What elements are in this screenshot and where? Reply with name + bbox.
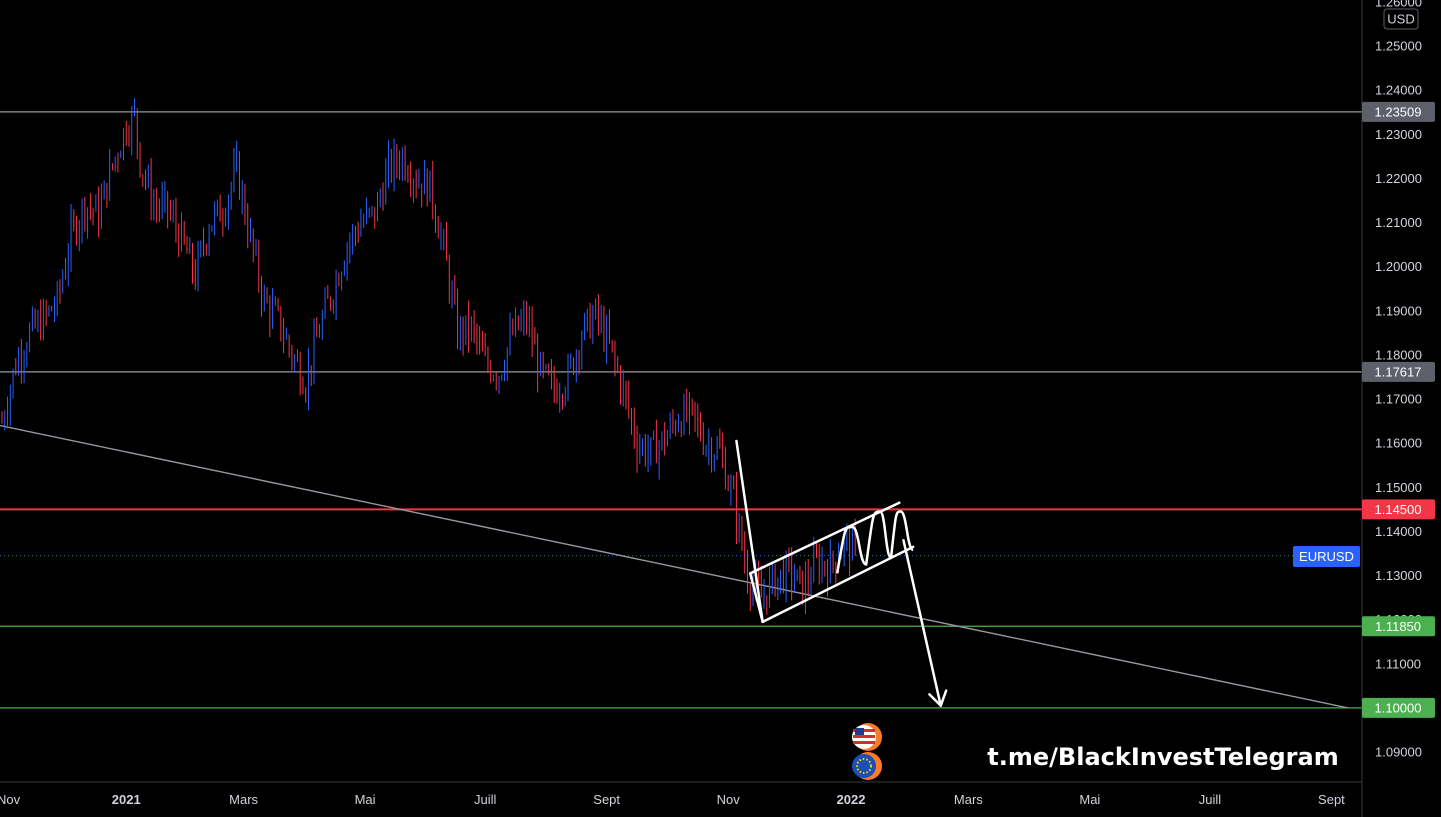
level-price-tag-label: 1.10000 xyxy=(1375,700,1422,715)
time-tick-label: Nov xyxy=(0,792,21,807)
watermark-text: t.me/BlackInvestTelegram xyxy=(987,743,1338,771)
arrow-head-icon xyxy=(928,693,942,707)
symbol-tag-label: EURUSD xyxy=(1299,549,1354,564)
time-tick-label: Mai xyxy=(355,792,376,807)
price-tick-label: 1.11000 xyxy=(1375,656,1421,671)
price-tick-label: 1.25000 xyxy=(1375,39,1422,54)
symbol-tag-background xyxy=(1293,546,1360,567)
price-tick-label: 1.13000 xyxy=(1375,568,1422,583)
time-tick-label: Mai xyxy=(1079,792,1100,807)
level-price-tag xyxy=(1362,616,1435,637)
level-price-tag-label: 1.23509 xyxy=(1375,104,1422,119)
eu-flag-icon xyxy=(852,754,876,778)
price-tick-label: 1.20000 xyxy=(1375,259,1422,274)
level-price-tag xyxy=(1362,499,1435,520)
drawings-layer[interactable] xyxy=(735,439,948,707)
price-tick-label: 1.14000 xyxy=(1375,524,1422,539)
price-tick-label: 1.21000 xyxy=(1375,215,1422,230)
level-price-tag-label: 1.17617 xyxy=(1375,364,1422,379)
price-tick-label: 1.22000 xyxy=(1375,171,1422,186)
currency-label[interactable]: USD xyxy=(1387,12,1414,27)
currency-box[interactable] xyxy=(1383,8,1419,30)
price-tick-label: 1.26000 xyxy=(1375,0,1422,10)
price-tick-label: 1.18000 xyxy=(1375,347,1422,362)
price-tick-label: 1.19000 xyxy=(1375,303,1422,318)
wave-pattern[interactable] xyxy=(835,510,915,574)
level-price-tag xyxy=(1362,361,1435,382)
price-tick-label: 1.23000 xyxy=(1375,127,1422,142)
key-levels xyxy=(0,111,1362,709)
price-tick-label: 1.09000 xyxy=(1375,745,1422,760)
level-price-tag-label: 1.11850 xyxy=(1375,619,1421,634)
symbol-tag[interactable]: EURUSD xyxy=(1293,546,1360,567)
price-axis[interactable]: 1.26000 1.25000 1.24000 1.23000 1.22000 1.210… xyxy=(1361,0,1441,817)
time-tick-label: Mars xyxy=(229,792,258,807)
level-price-tag xyxy=(1362,101,1435,122)
time-tick-label: 2022 xyxy=(837,792,866,807)
level-tags: 1.23509 1.17617 1.14500 1.11850 1.10000 xyxy=(1362,101,1435,718)
time-tick-label: 2021 xyxy=(112,792,141,807)
price-tick-label: 1.16000 xyxy=(1375,436,1422,451)
time-tick-label: Juill xyxy=(1199,792,1222,807)
level-price-tag-label: 1.14500 xyxy=(1375,502,1422,517)
time-tick-label: Juill xyxy=(474,792,497,807)
time-tick-label: Sept xyxy=(1318,792,1345,807)
price-axis-background xyxy=(1362,0,1441,817)
time-tick-label: Sept xyxy=(593,792,620,807)
long-trendline[interactable] xyxy=(0,424,1349,709)
drop-line[interactable] xyxy=(735,439,764,624)
price-tick-label: 1.24000 xyxy=(1375,83,1422,98)
time-axis[interactable]: Nov 2021 Mars Mai Juill Sept Nov 2022 Mars Mai Jui… xyxy=(0,781,1362,807)
time-ticks: Nov 2021 Mars Mai Juill Sept Nov 2022 Mars Mai Jui… xyxy=(0,792,1345,807)
time-tick-label: Nov xyxy=(717,792,741,807)
down-arrow-line[interactable] xyxy=(902,538,942,707)
level-price-tag xyxy=(1362,697,1435,718)
candlesticks xyxy=(1,98,856,615)
channel-lower-line[interactable] xyxy=(761,545,915,624)
time-tick-label: Mars xyxy=(954,792,983,807)
price-tick-label: 1.15000 xyxy=(1375,480,1422,495)
price-tick-label: 1.17000 xyxy=(1375,392,1422,407)
channel-left-line[interactable] xyxy=(748,572,764,624)
arrow-head-icon xyxy=(939,689,948,707)
eurusd-flags-logo xyxy=(852,723,882,780)
